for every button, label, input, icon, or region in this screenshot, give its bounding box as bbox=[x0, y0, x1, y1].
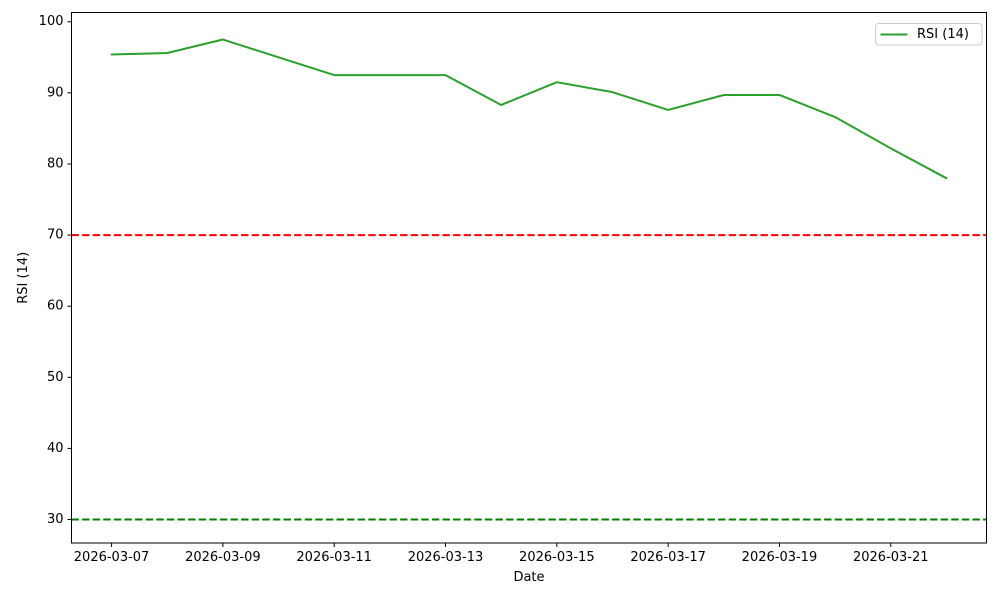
legend-label: RSI (14) bbox=[917, 27, 969, 42]
axes-spines bbox=[71, 12, 987, 544]
y-tick-label: 80 bbox=[47, 156, 64, 171]
x-axis-title: Date bbox=[513, 570, 544, 585]
y-axis-title: RSI (14) bbox=[16, 252, 31, 304]
x-tick-label: 2026-03-09 bbox=[185, 550, 261, 565]
x-tick-label: 2026-03-07 bbox=[74, 550, 150, 565]
y-tick-label: 70 bbox=[47, 228, 64, 243]
y-tick-label: 100 bbox=[39, 14, 64, 29]
x-tick-label: 2026-03-21 bbox=[853, 550, 929, 565]
y-tick-label: 60 bbox=[47, 299, 64, 314]
x-tick-label: 2026-03-13 bbox=[408, 550, 484, 565]
y-tick-label: 90 bbox=[47, 85, 64, 100]
legend-box bbox=[875, 23, 983, 46]
y-tick-label: 40 bbox=[47, 441, 64, 456]
x-tick-label: 2026-03-17 bbox=[630, 550, 706, 565]
y-tick-label: 50 bbox=[47, 370, 64, 385]
rsi-series-line bbox=[110, 38, 948, 180]
y-tick-label: 30 bbox=[47, 512, 64, 527]
x-tick-label: 2026-03-19 bbox=[742, 550, 818, 565]
x-tick-label: 2026-03-15 bbox=[519, 550, 595, 565]
x-tick-label: 2026-03-11 bbox=[296, 550, 372, 565]
